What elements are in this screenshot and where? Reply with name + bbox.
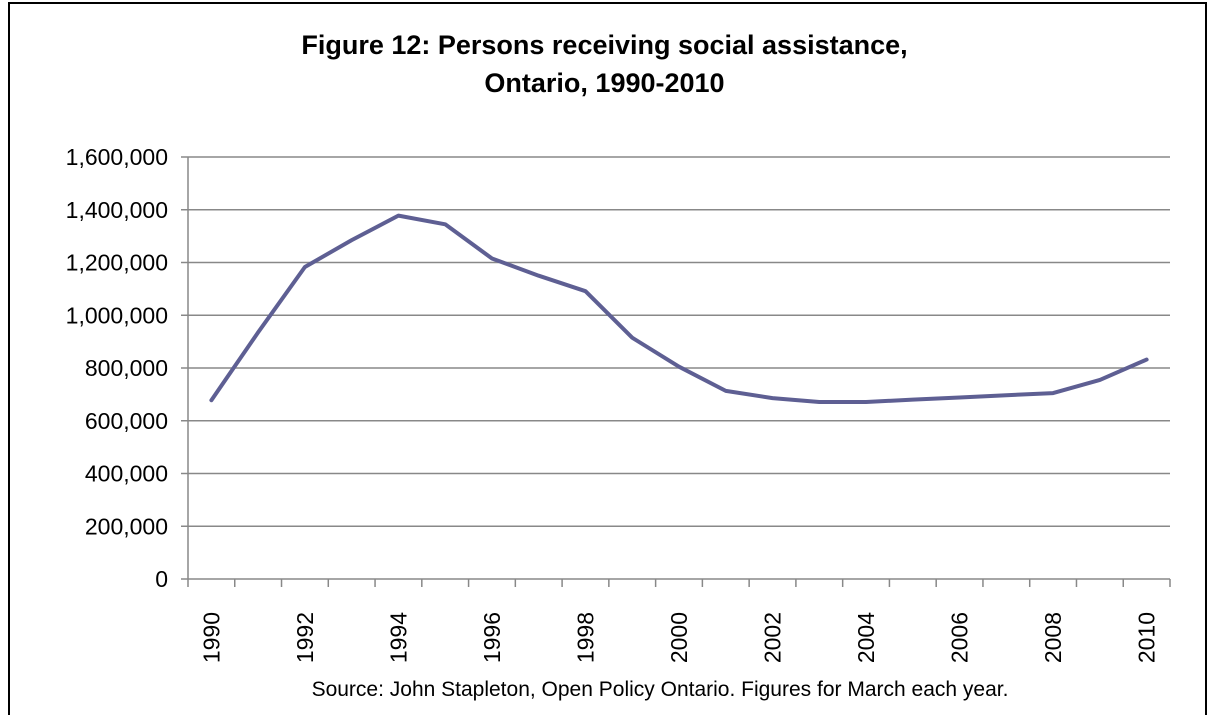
- chart-title-line-2: Ontario, 1990-2010: [484, 68, 725, 98]
- y-tick-label: 800,000: [85, 355, 168, 381]
- y-tick-label: 0: [155, 566, 168, 592]
- x-tick-label: 1998: [572, 612, 598, 663]
- x-tick-label: 2010: [1134, 612, 1160, 663]
- series-line: [209, 213, 1149, 404]
- x-tick-label: 2002: [760, 612, 786, 663]
- chart-frame: [8, 2, 1207, 715]
- x-tick-label: 2006: [947, 612, 973, 663]
- y-tick-label: 400,000: [85, 461, 168, 487]
- y-tick-label: 1,200,000: [66, 250, 168, 276]
- chart-title-line-1: Figure 12: Persons receiving social assi…: [301, 30, 908, 60]
- chart-title: Figure 12: Persons receiving social assi…: [0, 26, 1209, 102]
- x-tick-label: 2004: [853, 612, 879, 663]
- x-tick-label: 2008: [1040, 612, 1066, 663]
- y-tick-label: 1,000,000: [66, 302, 168, 328]
- y-tick-label: 600,000: [85, 408, 168, 434]
- x-tick-label: 1994: [385, 612, 411, 663]
- source-note: Source: John Stapleton, Open Policy Onta…: [311, 678, 1009, 701]
- y-tick-label: 1,600,000: [66, 144, 168, 170]
- x-tick-label: 2000: [666, 612, 692, 663]
- x-tick-label: 1996: [479, 612, 505, 663]
- x-tick-label: 1992: [292, 612, 318, 663]
- y-tick-label: 200,000: [85, 513, 168, 539]
- x-tick-label: 1990: [198, 612, 224, 663]
- y-tick-label: 1,400,000: [66, 197, 168, 223]
